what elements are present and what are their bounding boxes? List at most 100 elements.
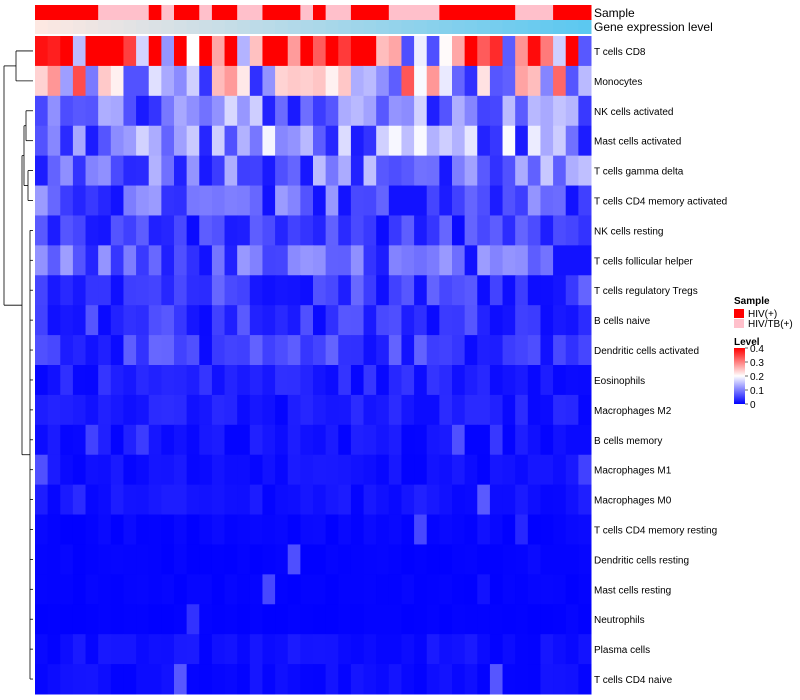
heatmap-cell [439, 305, 453, 336]
heatmap-cell [300, 604, 314, 635]
row-labels: T cells CD8 Monocytes NK cells activated Ma… [594, 47, 727, 686]
heatmap-cell [174, 185, 188, 216]
heatmap-cell [502, 36, 516, 67]
heatmap-cell [388, 365, 402, 396]
heatmap-cell [123, 275, 137, 306]
heatmap-cell [148, 544, 162, 575]
heatmap-cell [300, 185, 314, 216]
legend: Sample HIV(+) HIV/TB(+) Level 0 0.1 0.2 0.3… [734, 296, 793, 411]
heatmap-cell [414, 664, 428, 695]
heatmap-cell [477, 335, 491, 366]
heatmap-cell [123, 185, 137, 216]
heatmap-cell [414, 36, 428, 67]
heatmap-cell [464, 394, 478, 426]
heatmap-cell [325, 275, 339, 306]
heatmap-cell [186, 394, 200, 426]
heatmap-cell [237, 424, 251, 456]
heatmap-cell [414, 514, 428, 545]
heatmap-cell [338, 275, 352, 306]
heatmap-cell [578, 305, 592, 336]
heatmap-cell [249, 36, 263, 67]
heatmap-cell [72, 664, 87, 695]
gene-expression-cell [553, 20, 567, 34]
heatmap-cell [578, 634, 592, 665]
heatmap-cell [35, 634, 49, 665]
heatmap-cell [123, 514, 137, 545]
gene-expression-cell [35, 20, 49, 34]
heatmap-cell [72, 215, 87, 246]
heatmap-cell [464, 454, 478, 486]
heatmap-cell [338, 155, 352, 187]
heatmap-cell [540, 95, 554, 127]
heatmap-cell [578, 544, 592, 575]
heatmap-cell [313, 514, 327, 545]
row-label: Eosinophils [594, 376, 645, 387]
heatmap-cell [553, 604, 567, 635]
heatmap-cell [313, 394, 327, 426]
gene-expression-cell [161, 20, 175, 34]
heatmap-cell [186, 245, 200, 276]
heatmap-cell [527, 125, 541, 157]
heatmap-cell [426, 335, 440, 366]
heatmap-cell [249, 664, 263, 695]
heatmap-cell [224, 424, 238, 456]
gene-expression-cell [224, 20, 238, 34]
gene-expression-cell [275, 20, 289, 34]
heatmap-cell [515, 664, 529, 695]
heatmap-cell [350, 65, 365, 97]
heatmap-cell [47, 95, 61, 127]
heatmap-cell [578, 95, 592, 127]
heatmap-cell [136, 245, 150, 276]
heatmap-cell [401, 514, 415, 545]
heatmap-cell [578, 574, 592, 605]
heatmap-cell [136, 604, 150, 635]
heatmap-cell [527, 245, 541, 276]
heatmap-cell [452, 574, 466, 605]
heatmap-cell [287, 95, 301, 127]
heatmap-cell [110, 664, 124, 695]
heatmap-cell [123, 484, 137, 516]
heatmap-cell [439, 245, 453, 276]
heatmap-cell [85, 335, 99, 366]
row-label: Neutrophils [594, 615, 645, 626]
heatmap-cell [60, 245, 74, 276]
heatmap-cell [565, 125, 579, 157]
heatmap-cell [275, 574, 289, 605]
heatmap-cell [338, 514, 352, 545]
heatmap-cell [186, 335, 200, 366]
heatmap-cell [275, 155, 289, 187]
level-tick-label: 0.2 [750, 372, 764, 383]
heatmap-cell [489, 454, 504, 486]
heatmap-cell [502, 484, 516, 516]
heatmap-cell [262, 125, 276, 157]
heatmap-cell [72, 36, 87, 67]
heatmap-cell [47, 484, 61, 516]
heatmap-cell [376, 155, 390, 187]
heatmap-cell [325, 155, 339, 187]
heatmap-cell [47, 574, 61, 605]
heatmap-cell [211, 484, 226, 516]
row-label: B cells naive [594, 316, 651, 327]
heatmap-cell [174, 454, 188, 486]
heatmap-cell [174, 335, 188, 366]
heatmap-cell [489, 305, 504, 336]
heatmap-cell [502, 574, 516, 605]
heatmap-cell [426, 574, 440, 605]
heatmap-cell [300, 215, 314, 246]
heatmap-cell [199, 604, 213, 635]
heatmap-cell [123, 574, 137, 605]
heatmap-cell [376, 604, 390, 635]
heatmap-cell [502, 65, 516, 97]
heatmap-cell [553, 484, 567, 516]
heatmap-cell [363, 604, 377, 635]
heatmap-cell [439, 36, 453, 67]
heatmap-cell [515, 215, 529, 246]
legend-label-hiv: HIV(+) [748, 309, 777, 320]
heatmap-cell [199, 664, 213, 695]
heatmap-cell [262, 275, 276, 306]
heatmap-cell [123, 36, 137, 67]
heatmap-cell [98, 65, 112, 97]
heatmap-cell [376, 95, 390, 127]
heatmap-cell [72, 394, 87, 426]
heatmap-cell [136, 454, 150, 486]
